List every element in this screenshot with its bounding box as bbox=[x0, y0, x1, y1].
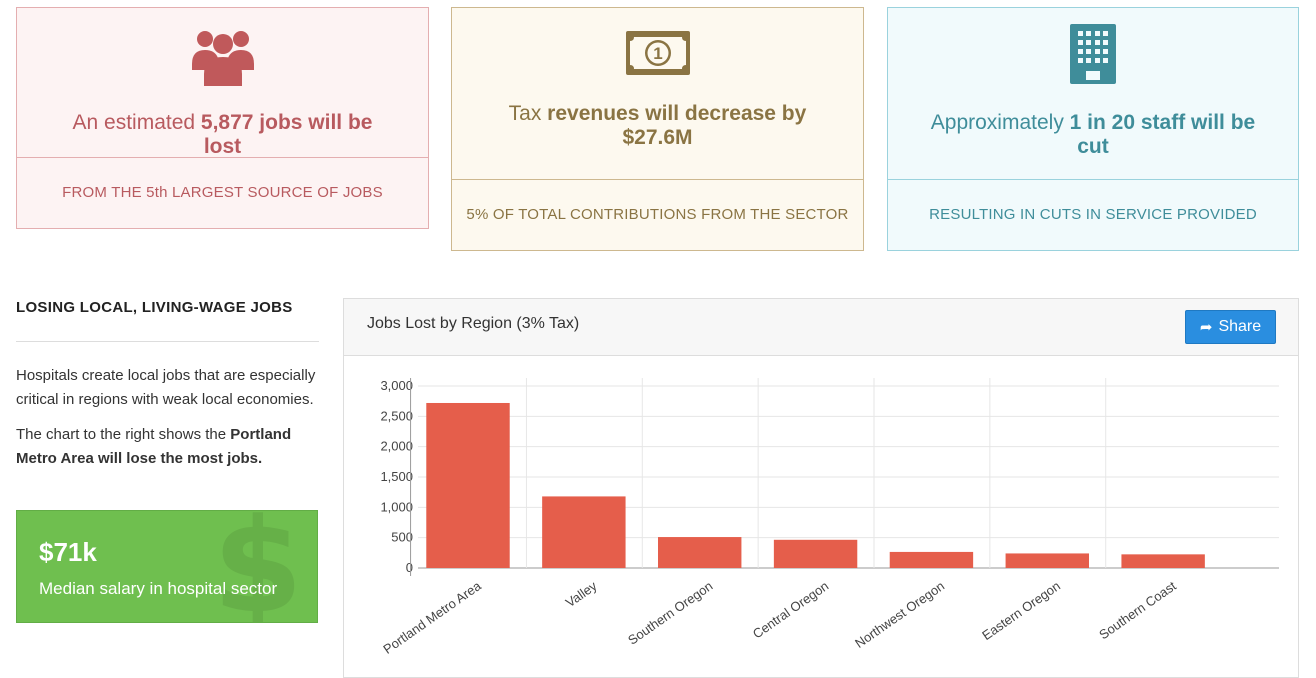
bar bbox=[773, 539, 858, 568]
dollar-sign-icon: $ bbox=[212, 510, 303, 623]
x-tick-label: Southern Coast bbox=[1096, 578, 1179, 642]
staff-cut-card: Approximately 1 in 20 staff will be cut … bbox=[887, 7, 1299, 251]
intro-paragraph: Hospitals create local jobs that are esp… bbox=[16, 367, 316, 408]
tax-revenue-card-top: 1 Tax revenues will decrease by $27.6M bbox=[452, 8, 863, 180]
y-tick-label: 500 bbox=[391, 530, 413, 545]
x-tick-label: Portland Metro Area bbox=[380, 578, 484, 657]
chart-panel: Jobs Lost by Region (3% Tax) ➦ Share 0 50… bbox=[343, 298, 1299, 678]
x-tick-label: Valley bbox=[563, 578, 600, 610]
jobs-lost-card: An estimated 5,877 jobs will be lost FRO… bbox=[16, 7, 429, 229]
chart-title: Jobs Lost by Region (3% Tax) bbox=[367, 315, 580, 332]
staff-cut-footer: RESULTING IN CUTS IN SERVICE PROVIDED bbox=[929, 206, 1257, 223]
left-column: LOSING LOCAL, LIVING-WAGE JOBS Hospitals… bbox=[16, 299, 319, 471]
dollar-bill-icon: 1 bbox=[625, 31, 690, 75]
bar bbox=[658, 537, 742, 568]
bar bbox=[426, 402, 510, 568]
office-building-icon bbox=[1070, 24, 1116, 84]
jobs-lost-headline: An estimated 5,877 jobs will be lost bbox=[72, 111, 373, 158]
y-tick-label: 2,000 bbox=[380, 439, 413, 454]
jobs-lost-card-top: An estimated 5,877 jobs will be lost bbox=[17, 8, 428, 158]
tax-revenue-footer: 5% OF TOTAL CONTRIBUTIONS FROM THE SECTO… bbox=[466, 206, 849, 223]
salary-value: $71k bbox=[39, 537, 97, 567]
chart-header: Jobs Lost by Region (3% Tax) ➦ Share bbox=[344, 299, 1298, 356]
share-button-label: Share bbox=[1218, 318, 1262, 335]
bar bbox=[1005, 553, 1089, 568]
staff-cut-card-top: Approximately 1 in 20 staff will be cut bbox=[888, 8, 1298, 180]
median-salary-box: $ $71k Median salary in hospital sector bbox=[16, 510, 318, 623]
tax-revenue-card: 1 Tax revenues will decrease by $27.6M 5… bbox=[451, 7, 864, 251]
y-tick-label: 2,500 bbox=[380, 408, 413, 423]
jobs-lost-footer: FROM THE 5th LARGEST SOURCE OF JOBS bbox=[62, 184, 383, 201]
y-tick-label: 3,000 bbox=[380, 378, 413, 393]
share-button[interactable]: ➦ Share bbox=[1185, 310, 1276, 344]
tax-revenue-headline: Tax revenues will decrease by $27.6M bbox=[508, 102, 807, 149]
bar bbox=[889, 551, 974, 568]
x-tick-label: Southern Oregon bbox=[625, 578, 715, 647]
share-arrow-icon: ➦ bbox=[1199, 319, 1213, 336]
bar bbox=[1121, 554, 1205, 568]
people-group-icon bbox=[191, 31, 254, 86]
y-tick-label: 1,000 bbox=[380, 499, 413, 514]
x-tick-label: Eastern Oregon bbox=[979, 578, 1063, 643]
x-tick-label: Central Oregon bbox=[750, 578, 831, 641]
x-tick-label: Northwest Oregon bbox=[852, 578, 947, 651]
section-heading: LOSING LOCAL, LIVING-WAGE JOBS bbox=[16, 299, 293, 316]
y-tick-label: 1,500 bbox=[380, 469, 413, 484]
bill-digit: 1 bbox=[653, 44, 662, 63]
salary-label: Median salary in hospital sector bbox=[39, 579, 278, 598]
bar bbox=[542, 496, 626, 568]
jobs-lost-bar-chart: 0 500 1,000 1,500 2,000 2,500 3,000 Portland Me… bbox=[380, 378, 1279, 657]
chart-explanation-paragraph: The chart to the right shows the Portlan… bbox=[16, 426, 292, 467]
section-divider bbox=[16, 341, 319, 342]
staff-cut-headline: Approximately 1 in 20 staff will be cut bbox=[930, 111, 1256, 158]
y-tick-label: 0 bbox=[406, 560, 413, 575]
